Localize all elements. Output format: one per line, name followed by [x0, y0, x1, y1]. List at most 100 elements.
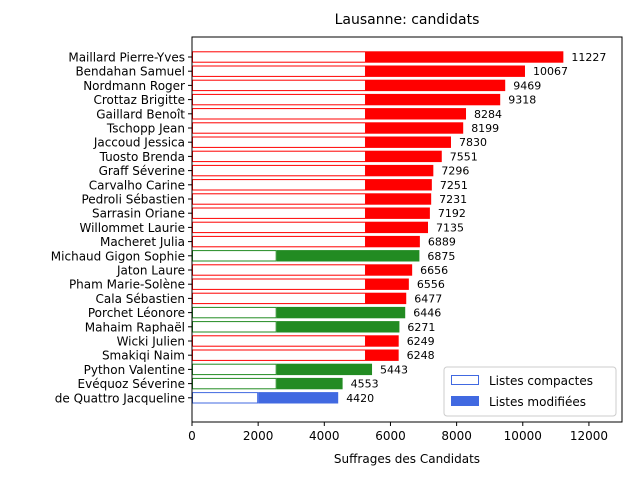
bar-modifiees-candidate-7 — [365, 150, 442, 163]
bar-modifiees-candidate-15 — [365, 264, 413, 276]
bar-modifiees-candidate-19 — [276, 321, 400, 333]
y-tick-label-candidate-1: Bendahan Samuel — [75, 65, 185, 79]
y-tick-label-candidate-11: Sarrasin Oriane — [92, 207, 185, 221]
x-axis-label: Suffrages des Candidats — [334, 452, 480, 466]
legend-swatch-1 — [451, 396, 479, 406]
data-label-candidate-4: 8284 — [474, 108, 502, 121]
bar-compactes-candidate-19 — [192, 321, 277, 333]
bar-compactes-candidate-15 — [192, 264, 366, 276]
y-tick-label-candidate-13: Macheret Julia — [100, 235, 185, 249]
bar-modifiees-candidate-10 — [365, 193, 432, 205]
data-label-candidate-14: 6875 — [427, 250, 455, 263]
bar-modifiees-candidate-12 — [365, 221, 429, 234]
data-label-candidate-7: 7551 — [450, 150, 478, 163]
bar-modifiees-candidate-8 — [365, 164, 434, 177]
data-label-candidate-18: 6446 — [413, 307, 441, 320]
data-label-candidate-23: 4553 — [351, 378, 379, 391]
bar-compactes-candidate-9 — [192, 179, 366, 191]
bar-modifiees-candidate-6 — [365, 136, 451, 148]
x-tick-label-10000: 10000 — [504, 429, 542, 443]
x-tick-label-0: 0 — [188, 429, 196, 443]
bar-compactes-candidate-22 — [192, 363, 277, 376]
data-label-candidate-1: 10067 — [533, 65, 568, 78]
bar-modifiees-candidate-1 — [365, 65, 525, 77]
data-label-candidate-20: 6249 — [407, 335, 435, 348]
bar-modifiees-candidate-13 — [365, 235, 420, 248]
data-label-candidate-21: 6248 — [407, 349, 435, 362]
bar-compactes-candidate-11 — [192, 207, 366, 219]
data-label-candidate-24: 4420 — [346, 392, 374, 405]
y-tick-label-candidate-3: Crottaz Brigitte — [93, 93, 185, 107]
data-label-candidate-15: 6656 — [420, 264, 448, 277]
bar-compactes-candidate-13 — [192, 235, 366, 248]
bar-modifiees-candidate-5 — [365, 122, 464, 134]
plot-frame — [191, 36, 623, 423]
y-tick-label-candidate-22: Python Valentine — [84, 363, 185, 377]
y-tick-label-candidate-6: Jaccoud Jessica — [93, 136, 185, 150]
data-label-candidate-2: 9469 — [513, 79, 541, 92]
bar-compactes-candidate-6 — [192, 136, 366, 148]
bar-compactes-candidate-7 — [192, 150, 366, 163]
bar-modifiees-candidate-9 — [365, 179, 432, 191]
bar-compactes-candidate-16 — [192, 278, 366, 290]
bar-compactes-candidate-18 — [192, 306, 277, 319]
x-tick-label-6000: 6000 — [375, 429, 406, 443]
legend-label-1: Listes modifiées — [489, 395, 586, 409]
data-label-candidate-16: 6556 — [417, 278, 445, 291]
x-tick-label-12000: 12000 — [570, 429, 608, 443]
y-tick-label-candidate-20: Wicki Julien — [117, 335, 185, 349]
data-label-candidate-17: 6477 — [414, 292, 442, 305]
y-tick-label-candidate-4: Gaillard Benoît — [96, 107, 185, 121]
legend-label-0: Listes compactes — [489, 374, 593, 388]
bar-compactes-candidate-12 — [192, 221, 366, 234]
bar-modifiees-candidate-20 — [365, 335, 399, 347]
bar-modifiees-candidate-3 — [365, 93, 501, 106]
bar-compactes-candidate-24 — [192, 392, 259, 404]
bar-compactes-candidate-20 — [192, 335, 366, 347]
bar-modifiees-candidate-14 — [276, 250, 420, 262]
bar-modifiees-candidate-24 — [258, 392, 339, 404]
x-tick-label-4000: 4000 — [309, 429, 340, 443]
x-tick-label-2000: 2000 — [243, 429, 274, 443]
y-tick-label-candidate-10: Pedroli Sébastien — [81, 193, 185, 207]
y-tick-label-candidate-23: Evéquoz Séverine — [78, 377, 185, 391]
data-label-candidate-22: 5443 — [380, 363, 408, 376]
bar-modifiees-candidate-22 — [276, 363, 373, 376]
data-label-candidate-11: 7192 — [438, 207, 466, 220]
data-label-candidate-13: 6889 — [428, 236, 456, 249]
bar-modifiees-candidate-11 — [365, 207, 430, 219]
bar-compactes-candidate-14 — [192, 250, 277, 262]
data-label-candidate-10: 7231 — [439, 193, 467, 206]
bar-modifiees-candidate-23 — [276, 377, 343, 390]
y-tick-label-candidate-14: Michaud Gigon Sophie — [51, 249, 185, 263]
bar-modifiees-candidate-17 — [365, 292, 407, 305]
y-tick-label-candidate-8: Graff Séverine — [99, 164, 185, 178]
bar-compactes-candidate-0 — [192, 51, 366, 63]
bar-compactes-candidate-17 — [192, 292, 366, 305]
bar-modifiees-candidate-2 — [365, 79, 506, 92]
y-tick-label-candidate-7: Tuosto Brenda — [99, 150, 185, 164]
data-label-candidate-5: 8199 — [471, 122, 499, 135]
y-tick-label-candidate-2: Nordmann Roger — [83, 79, 185, 93]
y-tick-label-candidate-19: Mahaim Raphaël — [85, 320, 185, 334]
bar-compactes-candidate-23 — [192, 377, 277, 390]
y-tick-label-candidate-12: Willommet Laurie — [79, 221, 185, 235]
data-label-candidate-3: 9318 — [508, 94, 536, 107]
bar-compactes-candidate-21 — [192, 349, 366, 361]
bar-compactes-candidate-4 — [192, 108, 366, 120]
bar-compactes-candidate-8 — [192, 164, 366, 177]
y-tick-label-candidate-5: Tschopp Jean — [106, 122, 185, 136]
bar-compactes-candidate-1 — [192, 65, 366, 77]
bar-modifiees-candidate-18 — [276, 306, 406, 319]
bar-modifiees-candidate-0 — [365, 51, 564, 63]
y-tick-label-candidate-17: Cala Sébastien — [96, 292, 185, 306]
x-tick-label-8000: 8000 — [441, 429, 472, 443]
data-label-candidate-6: 7830 — [459, 136, 487, 149]
legend: Listes compactes Listes modifiées — [443, 366, 617, 417]
y-tick-label-candidate-18: Porchet Léonore — [88, 306, 185, 320]
y-tick-label-candidate-9: Carvalho Carine — [89, 178, 185, 192]
data-label-candidate-9: 7251 — [440, 179, 468, 192]
data-label-candidate-0: 11227 — [571, 51, 606, 64]
chart-title: Lausanne: candidats — [335, 12, 480, 28]
